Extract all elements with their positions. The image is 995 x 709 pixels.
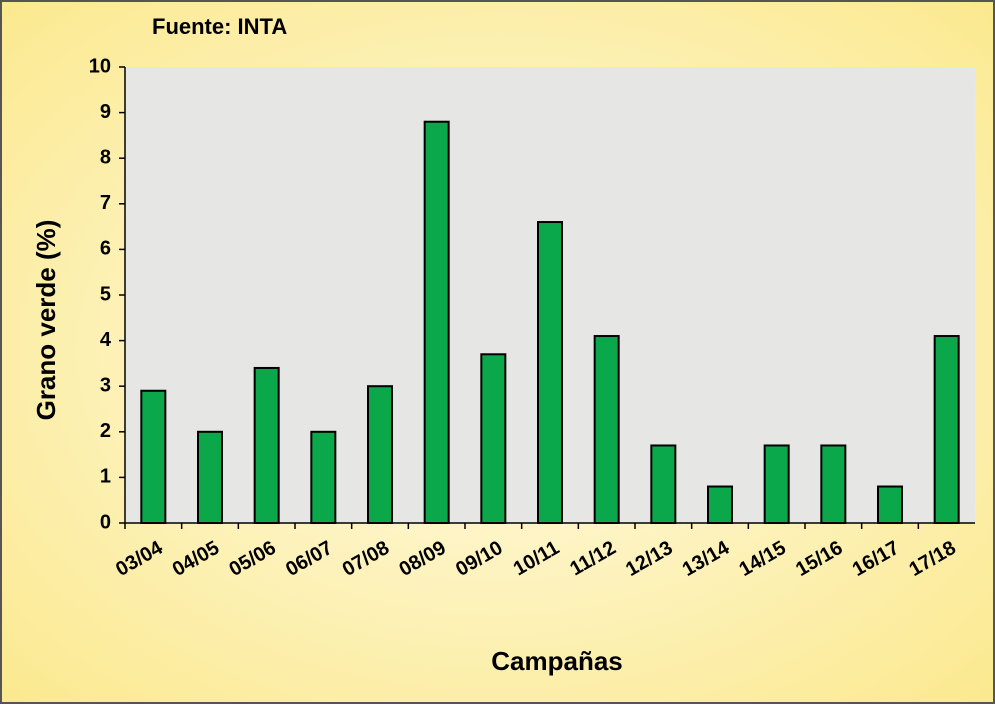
- bar: [707, 485, 733, 524]
- x-axis-label: Campañas: [491, 646, 623, 676]
- y-tick-label: 4: [100, 329, 112, 351]
- y-tick-label: 10: [89, 55, 111, 77]
- y-tick-label: 1: [100, 466, 111, 488]
- chart-title: Fuente: INTA: [152, 14, 287, 39]
- bar: [197, 430, 223, 524]
- bar: [480, 353, 507, 524]
- bar: [820, 444, 847, 525]
- bar: [877, 485, 903, 524]
- y-tick-label: 6: [100, 238, 111, 260]
- bar: [763, 444, 790, 525]
- bar: [650, 444, 677, 525]
- y-tick-label: 2: [100, 420, 111, 442]
- bar: [593, 335, 620, 525]
- bar: [253, 366, 280, 524]
- bar: [537, 221, 563, 524]
- bar: [310, 430, 337, 524]
- bar: [367, 385, 393, 525]
- y-tick-label: 8: [100, 146, 111, 168]
- y-tick-label: 7: [100, 192, 111, 214]
- bar: [140, 389, 167, 525]
- y-tick-label: 3: [100, 374, 111, 396]
- y-tick-label: 9: [100, 101, 111, 123]
- y-tick-label: 5: [100, 283, 111, 305]
- bar: [423, 120, 450, 524]
- y-axis-label: Grano verde (%): [31, 220, 61, 421]
- y-tick-label: 0: [100, 511, 111, 533]
- bar: [933, 335, 960, 525]
